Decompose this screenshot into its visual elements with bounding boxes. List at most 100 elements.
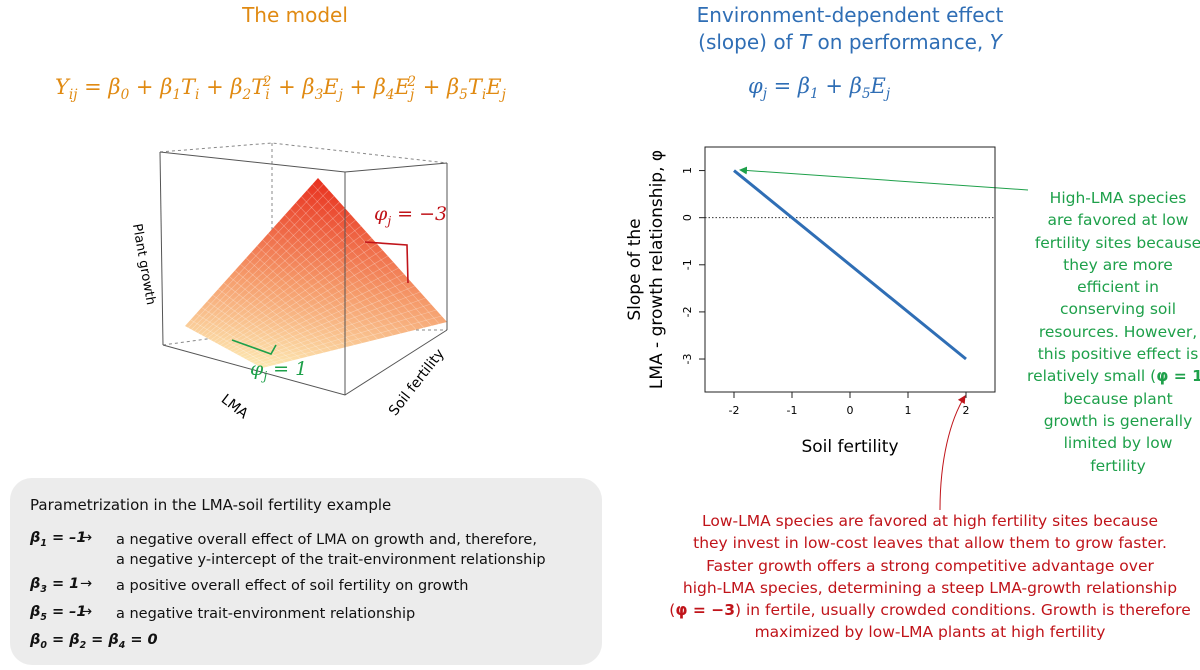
mesh-line xyxy=(223,282,317,355)
text-token: ) in fertile, usually crowded conditions… xyxy=(735,601,1191,620)
mesh-line xyxy=(255,309,437,365)
x-axis-title: Soil fertility xyxy=(801,437,898,457)
green-arrow xyxy=(739,166,1029,191)
subscript: 2 xyxy=(242,87,252,104)
parametrization-title: Parametrization in the LMA-soil fertilit… xyxy=(30,496,392,514)
mesh-line xyxy=(236,273,405,355)
y-tick-label: -2 xyxy=(681,306,694,317)
mesh-line xyxy=(273,227,386,338)
subscript: 1 xyxy=(810,86,819,103)
x-tick-label: -1 xyxy=(787,404,798,417)
x-tick-label: 2 xyxy=(963,404,970,417)
mesh-line xyxy=(207,219,356,339)
text-token: β xyxy=(30,530,41,546)
text-token: β xyxy=(108,632,119,648)
text-line: growth is generally xyxy=(1018,410,1200,432)
text-line: a positive overall effect of soil fertil… xyxy=(116,576,468,596)
text-line: a negative trait-environment relationshi… xyxy=(116,604,415,624)
text-token: on performance, xyxy=(811,30,990,54)
mesh-line xyxy=(212,294,301,359)
mesh-line xyxy=(290,208,409,332)
text-token: T xyxy=(251,75,266,99)
text-line: Low-LMA species are favored at high fert… xyxy=(615,510,1200,532)
mesh-line xyxy=(278,220,394,336)
y-axis-label: Soil fertility xyxy=(386,346,448,419)
arrow: → xyxy=(80,604,93,620)
mesh-line xyxy=(187,183,324,328)
symbol: β5 = –1 xyxy=(30,604,87,623)
text-line: fertility sites because xyxy=(1018,232,1200,254)
subscript: 3 xyxy=(40,583,47,595)
text-token: relatively small ( xyxy=(1027,367,1157,386)
subscript: 1 xyxy=(172,87,182,104)
response-surface xyxy=(185,178,447,368)
text-token: E xyxy=(486,75,502,99)
text-token: β xyxy=(302,75,315,99)
text-token: = xyxy=(77,75,109,99)
text-line: they are more xyxy=(1018,254,1200,276)
text-token: φ xyxy=(374,203,388,225)
text-token: conserving soil xyxy=(1059,300,1177,319)
symbol: β0 = β2 = β4 = 0 xyxy=(30,632,158,651)
text-line: conserving soil xyxy=(1018,298,1200,320)
text-token: Y xyxy=(989,30,1002,54)
mesh-line xyxy=(206,301,294,361)
mesh-line xyxy=(251,251,355,346)
text-token: + xyxy=(818,74,850,98)
mesh-line xyxy=(210,225,362,341)
param-row: β1 = –1→ a negative overall effect of LMA… xyxy=(30,530,546,570)
text-token: efficient in xyxy=(1077,278,1159,297)
text-token: E xyxy=(394,75,410,99)
mesh-line xyxy=(226,255,389,350)
text-token: β xyxy=(30,576,41,592)
text: a positive overall effect of soil fertil… xyxy=(116,578,469,594)
text-token: fertility sites because xyxy=(1034,233,1200,252)
arrow: → xyxy=(80,530,93,546)
text-line: a negative overall effect of LMA on grow… xyxy=(116,530,546,550)
subscript: 1 xyxy=(40,537,47,549)
subscript: 4 xyxy=(385,87,395,104)
text-token: (slope) of xyxy=(698,30,799,54)
text: a negative overall effect of LMA on grow… xyxy=(116,532,537,548)
steep-slope-marker xyxy=(364,241,409,284)
symbol: β1 = –1 xyxy=(30,530,87,549)
description: a positive overall effect of soil fertil… xyxy=(116,576,468,596)
text-token: = 1 xyxy=(46,576,80,592)
text-token: = 0 xyxy=(125,632,158,648)
text-token: Environment-dependent effect xyxy=(696,3,1004,27)
text-token: φ = 1 xyxy=(1156,367,1200,386)
text-line: relatively small (φ = 1) xyxy=(1018,365,1200,387)
mesh-line xyxy=(239,279,410,357)
effect-title: Environment-dependent effect (slope) of T… xyxy=(640,2,1060,56)
text-token: φ xyxy=(250,358,264,380)
shallow-slope-label: φj = 1 xyxy=(250,358,307,383)
mesh-line xyxy=(312,183,440,325)
text-token: = 1 xyxy=(267,358,308,380)
box-front xyxy=(159,151,448,396)
text-line: limited by low xyxy=(1018,432,1200,454)
z-axis-label: Plant growth xyxy=(129,223,158,306)
description: a negative overall effect of LMA on grow… xyxy=(116,530,546,570)
param-row: β0 = β2 = β4 = 0 xyxy=(30,632,158,651)
mesh-line xyxy=(258,315,442,367)
red-note: Low-LMA species are favored at high fert… xyxy=(615,510,1200,644)
subscript: i xyxy=(481,87,487,104)
mesh-line xyxy=(223,249,383,348)
y-tick-label: 1 xyxy=(681,167,694,174)
model-title: The model xyxy=(242,3,348,27)
text: a negative y-intercept of the trait-envi… xyxy=(116,552,546,568)
text-token: + xyxy=(129,75,161,99)
mesh-line xyxy=(249,297,426,362)
model-equation: Yij = β0 + β1Ti + β2Ti2 + β3Ej + β4Ej2 +… xyxy=(55,74,506,103)
subscript: ij xyxy=(68,87,78,104)
text-token: + xyxy=(199,75,231,99)
text-token: β xyxy=(447,75,460,99)
mesh-line xyxy=(190,319,270,367)
subscript: 4 xyxy=(118,639,126,651)
y-axis-title: LMA - growth relationship, φ xyxy=(647,150,667,389)
text-token: β xyxy=(108,75,121,99)
mesh-line xyxy=(267,233,378,340)
text-token: they invest in low-cost leaves that allo… xyxy=(693,534,1167,553)
subscript: 5 xyxy=(459,87,468,104)
